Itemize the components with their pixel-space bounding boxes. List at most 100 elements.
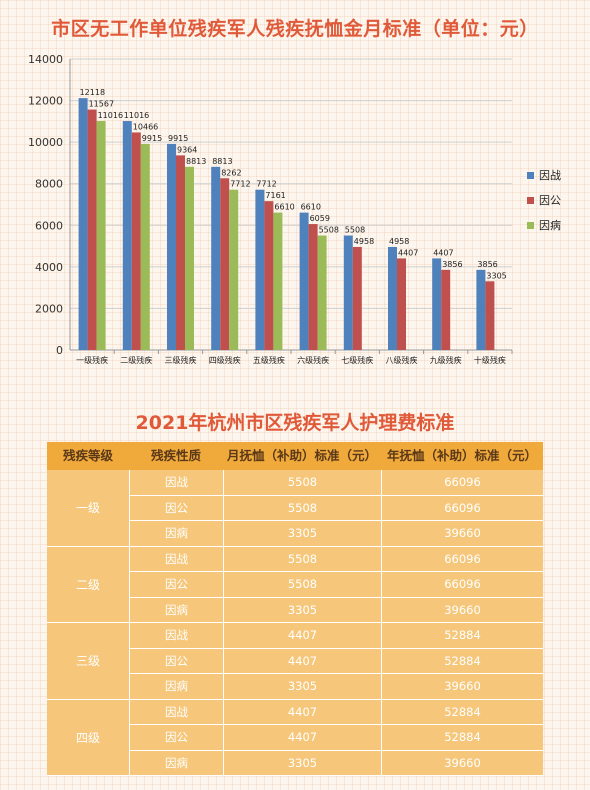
x-tick-label: 五级残疾 xyxy=(253,355,285,365)
table-cell: 因病 xyxy=(129,521,223,547)
bar-因战-二级残疾 xyxy=(122,121,132,351)
bar-因战-八级残疾 xyxy=(388,246,397,350)
table-cell: 39660 xyxy=(381,597,543,623)
table-cell: 39660 xyxy=(381,521,543,547)
y-tick-label: 2000 xyxy=(35,302,63,315)
data-label: 6059 xyxy=(310,214,330,223)
table-header-cell: 残疾性质 xyxy=(150,448,201,463)
y-tick-label: 8000 xyxy=(35,178,63,191)
data-label: 6610 xyxy=(301,203,321,212)
x-tick-label: 八级残疾 xyxy=(386,355,418,365)
table-cell: 39660 xyxy=(381,674,543,700)
data-label: 11567 xyxy=(89,100,114,109)
table-cell: 4407 xyxy=(223,623,381,649)
table-cell: 因公 xyxy=(129,648,223,674)
y-tick-label: 6000 xyxy=(35,219,63,232)
x-tick-label: 十级残疾 xyxy=(474,355,506,365)
y-tick-label: 14000 xyxy=(28,53,63,66)
bar-因战-十级残疾 xyxy=(476,269,486,350)
table-cell: 因公 xyxy=(129,495,223,521)
x-tick-label: 四级残疾 xyxy=(209,355,241,365)
x-tick-label: 九级残疾 xyxy=(430,355,462,365)
bar-因公-五级残疾 xyxy=(264,201,274,350)
bar-因病-五级残疾 xyxy=(273,212,283,350)
table-cell: 3305 xyxy=(223,597,381,623)
data-label: 3856 xyxy=(477,260,497,269)
x-tick-label: 一级残疾 xyxy=(76,355,108,365)
disability-level-cell: 一级 xyxy=(47,470,129,547)
table-row: 因战 4407 52884 xyxy=(129,623,543,649)
legend-swatch-因战 xyxy=(527,172,534,179)
table-cell: 39660 xyxy=(381,750,543,776)
table-cell: 3305 xyxy=(223,750,381,776)
y-tick-label: 0 xyxy=(56,344,63,357)
bar-因公-三级残疾 xyxy=(176,155,185,350)
table-cell: 3305 xyxy=(223,674,381,700)
nursing-fee-table: 残疾等级 残疾性质 月抚恤（补助）标准（元） 年抚恤（补助）标准（元） 一级 因战 5508… xyxy=(47,442,543,776)
bar-因战-九级残疾 xyxy=(432,258,442,350)
bar-因公-十级残疾 xyxy=(485,281,495,350)
y-tick-label: 12000 xyxy=(28,95,63,108)
bar-chart: 0 2000 4000 6000 8000 10000 12000 14000 一级残疾 1211… xyxy=(28,53,561,365)
bar-因公-四级残疾 xyxy=(220,178,230,350)
table-row: 因病 3305 39660 xyxy=(129,521,543,547)
table-row: 因战 4407 52884 xyxy=(129,699,543,725)
bar-因病-六级残疾 xyxy=(317,235,327,350)
bar-因病-二级残疾 xyxy=(140,143,150,350)
data-label: 7712 xyxy=(230,180,250,189)
x-tick-label: 七级残疾 xyxy=(341,355,373,365)
table-cell: 4407 xyxy=(223,699,381,725)
data-label: 4958 xyxy=(354,237,374,246)
table-cell: 因战 xyxy=(129,470,223,496)
table-cell: 5508 xyxy=(223,546,381,572)
data-label: 12118 xyxy=(80,88,105,97)
bar-因公-八级残疾 xyxy=(397,258,406,350)
table-cell: 因战 xyxy=(129,699,223,725)
table-header-cell: 月抚恤（补助）标准（元） xyxy=(226,448,377,463)
data-label: 4407 xyxy=(433,248,453,257)
data-label: 9364 xyxy=(177,145,197,154)
table-cell: 66096 xyxy=(381,546,543,572)
table-cell: 52884 xyxy=(381,648,543,674)
bar-因病-四级残疾 xyxy=(229,189,239,350)
data-label: 5508 xyxy=(345,226,365,235)
table-row: 因公 4407 52884 xyxy=(129,725,543,751)
data-label: 9915 xyxy=(142,134,162,143)
bar-因战-四级残疾 xyxy=(211,166,221,350)
table-cell: 4407 xyxy=(223,648,381,674)
bar-因公-六级残疾 xyxy=(308,224,318,350)
data-label: 10466 xyxy=(133,122,158,131)
data-label: 5508 xyxy=(319,226,339,235)
legend-swatch-因病 xyxy=(527,222,534,229)
table-header-row: 残疾等级 残疾性质 月抚恤（补助）标准（元） 年抚恤（补助）标准（元） xyxy=(47,442,543,470)
table-cell: 5508 xyxy=(223,572,381,598)
data-label: 4958 xyxy=(389,237,409,246)
data-label: 8813 xyxy=(212,157,232,166)
x-tick-label: 六级残疾 xyxy=(297,355,329,365)
chart-title: 市区无工作单位残疾军人残疾抚恤金月标准（单位：元） xyxy=(51,18,539,40)
table-cell: 4407 xyxy=(223,725,381,751)
y-tick-label: 10000 xyxy=(28,136,63,149)
table-cell: 因公 xyxy=(129,725,223,751)
table-row: 因战 5508 66096 xyxy=(129,470,543,496)
table-cell: 66096 xyxy=(381,572,543,598)
table-cell: 3305 xyxy=(223,521,381,547)
data-label: 8262 xyxy=(221,168,241,177)
table-row: 因病 3305 39660 xyxy=(129,674,543,700)
bar-因战-五级残疾 xyxy=(255,189,265,350)
disability-level-cell: 三级 xyxy=(47,623,129,700)
table-row: 因病 3305 39660 xyxy=(129,597,543,623)
data-label: 11016 xyxy=(98,111,123,120)
bar-因公-九级残疾 xyxy=(441,269,451,350)
bar-因战-一级残疾 xyxy=(78,98,88,350)
table-cell: 因公 xyxy=(129,572,223,598)
data-label: 7712 xyxy=(256,180,276,189)
table-cell: 因战 xyxy=(129,623,223,649)
bar-因公-一级残疾 xyxy=(87,109,97,350)
table-row: 因公 5508 66096 xyxy=(129,572,543,598)
table-row: 因公 4407 52884 xyxy=(129,648,543,674)
table-title: 2021年杭州市区残疾军人护理费标准 xyxy=(135,412,455,434)
table-row: 因病 3305 39660 xyxy=(129,750,543,776)
data-label: 8813 xyxy=(186,157,206,166)
table-cell: 52884 xyxy=(381,699,543,725)
